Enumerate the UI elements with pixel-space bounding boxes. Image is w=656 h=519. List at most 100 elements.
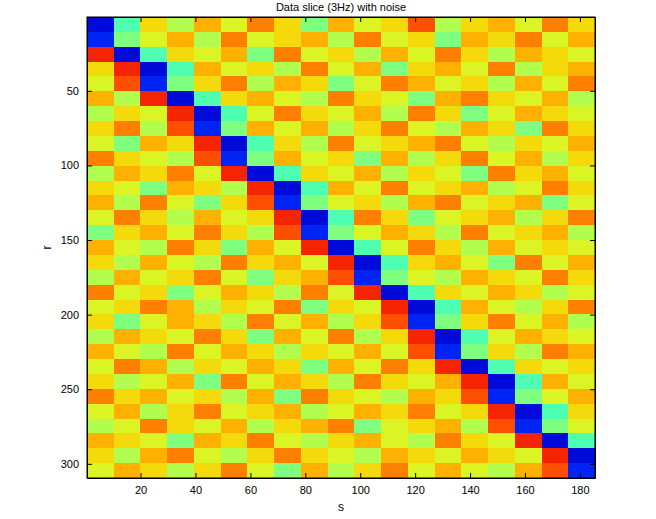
heatmap-cell (461, 433, 488, 448)
y-axis-right-tick (590, 315, 595, 316)
heatmap-cell (568, 255, 595, 270)
heatmap-cell (301, 433, 328, 448)
heatmap-cell (461, 62, 488, 77)
heatmap-cell (114, 136, 141, 151)
heatmap-cell (461, 463, 488, 478)
heatmap-cell (542, 448, 569, 463)
heatmap-cell (435, 106, 462, 121)
heatmap-cell (247, 329, 274, 344)
heatmap-cell (461, 255, 488, 270)
heatmap-cell (87, 17, 114, 32)
heatmap-cell (301, 121, 328, 136)
heatmap-cell (301, 195, 328, 210)
heatmap-cell (221, 463, 248, 478)
heatmap-cell (140, 314, 167, 329)
heatmap-cell (140, 344, 167, 359)
heatmap-cell (140, 404, 167, 419)
heatmap-cell (515, 47, 542, 62)
heatmap-cell (328, 195, 355, 210)
heatmap-cell (247, 314, 274, 329)
heatmap-cell (515, 255, 542, 270)
heatmap-cell (301, 344, 328, 359)
heatmap-cell (274, 329, 301, 344)
heatmap-cell (515, 419, 542, 434)
heatmap-cell (381, 389, 408, 404)
heatmap-cell (381, 195, 408, 210)
heatmap-cell (435, 151, 462, 166)
heatmap-cell (542, 32, 569, 47)
heatmap-cell (542, 329, 569, 344)
heatmap-cell (568, 285, 595, 300)
heatmap-cell (461, 419, 488, 434)
heatmap-cell (87, 210, 114, 225)
heatmap-cell (274, 359, 301, 374)
heatmap-cell (515, 121, 542, 136)
heatmap-cell (354, 195, 381, 210)
heatmap-cell (435, 32, 462, 47)
heatmap-cell (247, 419, 274, 434)
heatmap-cell (301, 463, 328, 478)
heatmap-cell (274, 374, 301, 389)
heatmap-cell (221, 419, 248, 434)
heatmap-cell (435, 329, 462, 344)
heatmap-cell (194, 448, 221, 463)
y-axis-right-tick (590, 315, 595, 316)
heatmap-cell (381, 240, 408, 255)
x-axis-tick: 160 (516, 473, 534, 496)
heatmap-cell (515, 389, 542, 404)
heatmap-cell (461, 181, 488, 196)
heatmap-cell (515, 62, 542, 77)
heatmap-cell (274, 225, 301, 240)
heatmap-cell (542, 181, 569, 196)
heatmap-cell (354, 121, 381, 136)
heatmap-cell (140, 17, 167, 32)
heatmap-cell (247, 166, 274, 181)
heatmap-cell (542, 374, 569, 389)
heatmap-cell (194, 433, 221, 448)
heatmap-cell (114, 314, 141, 329)
heatmap-cell (568, 17, 595, 32)
heatmap-cell (381, 374, 408, 389)
heatmap-cell (167, 166, 194, 181)
heatmap-cell (488, 270, 515, 285)
heatmap-cell (247, 62, 274, 77)
heatmap-cell (247, 181, 274, 196)
heatmap-cell (488, 136, 515, 151)
heatmap-cell (542, 240, 569, 255)
chart: 2040608010012014016018050100150200250300… (0, 0, 656, 519)
heatmap-cell (328, 270, 355, 285)
heatmap-cell (408, 270, 435, 285)
heatmap-cell (114, 17, 141, 32)
heatmap-cell (354, 47, 381, 62)
heatmap-cell (194, 270, 221, 285)
heatmap-cell (381, 448, 408, 463)
heatmap-cell (435, 448, 462, 463)
heatmap-cell (568, 463, 595, 478)
heatmap-cell (488, 151, 515, 166)
heatmap-cell (408, 225, 435, 240)
heatmap-cell (435, 210, 462, 225)
heatmap-cell (87, 62, 114, 77)
heatmap-cell (381, 181, 408, 196)
heatmap-cell (247, 404, 274, 419)
heatmap-cell (515, 76, 542, 91)
heatmap-cell (167, 151, 194, 166)
heatmap-cell (247, 136, 274, 151)
heatmap-cell (301, 285, 328, 300)
heatmap-cell (140, 240, 167, 255)
heatmap-cell (247, 463, 274, 478)
x-axis-top-tick (580, 17, 581, 22)
y-axis-tick: 150 (61, 234, 92, 246)
heatmap-cell (488, 329, 515, 344)
heatmap-cell (328, 151, 355, 166)
x-axis-top-tick (250, 17, 251, 22)
x-axis-tick-label: 120 (406, 484, 424, 496)
heatmap-cell (542, 166, 569, 181)
heatmap-cell (408, 359, 435, 374)
heatmap-cell (114, 300, 141, 315)
heatmap-cell (167, 314, 194, 329)
heatmap-cell (354, 106, 381, 121)
heatmap-cell (328, 329, 355, 344)
heatmap-cell (221, 389, 248, 404)
heatmap-cell (247, 389, 274, 404)
